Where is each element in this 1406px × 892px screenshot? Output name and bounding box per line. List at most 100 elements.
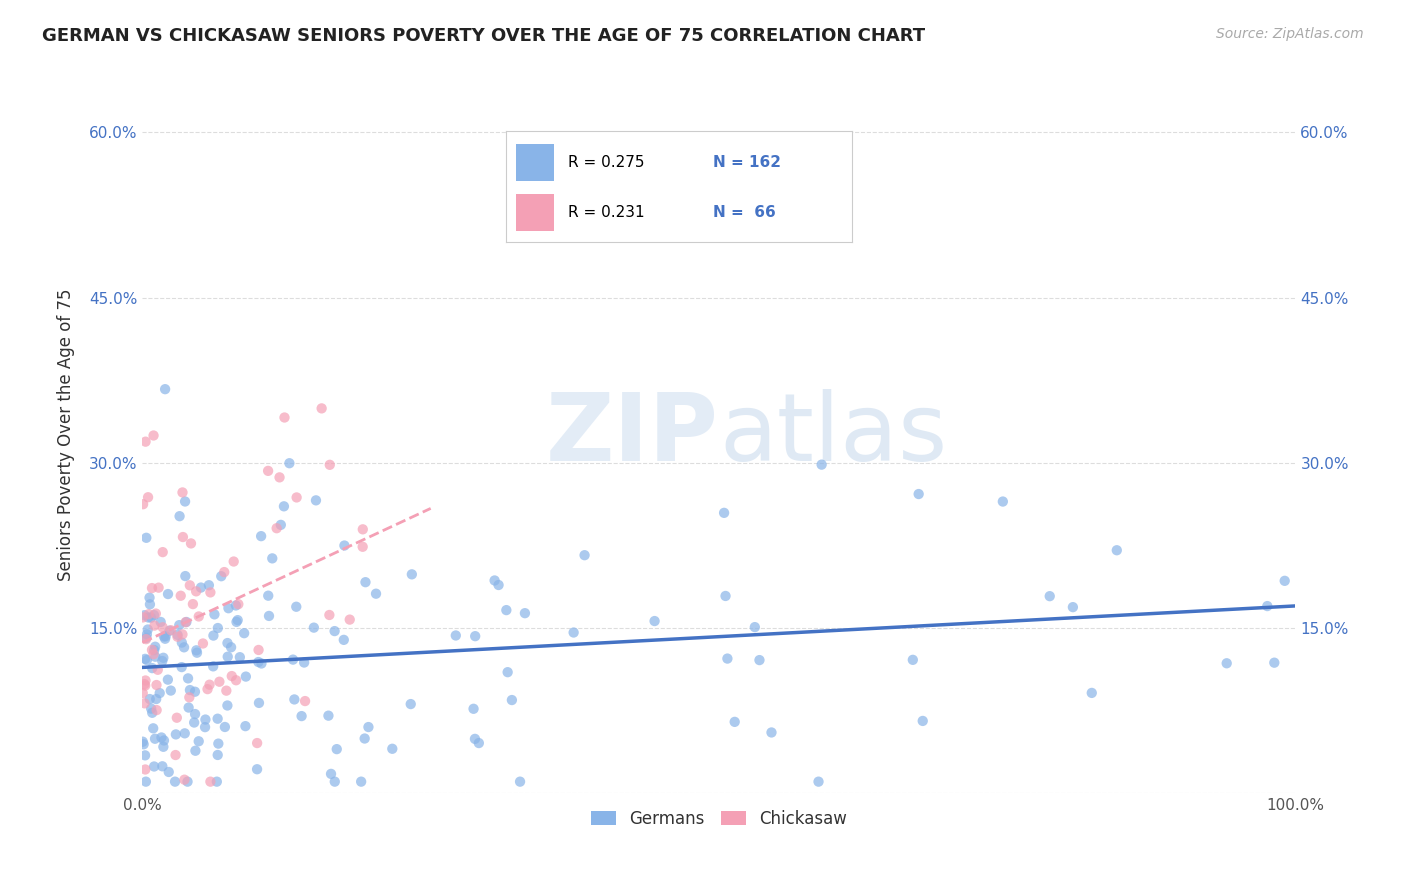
Point bbox=[807, 774, 830, 789]
Point bbox=[235, 670, 257, 684]
Point bbox=[207, 712, 229, 726]
Text: ZIP: ZIP bbox=[546, 389, 718, 481]
Point bbox=[1062, 600, 1084, 615]
Point bbox=[177, 672, 200, 686]
Point bbox=[135, 774, 157, 789]
Point bbox=[444, 628, 467, 642]
Point bbox=[143, 759, 166, 773]
Point bbox=[132, 686, 155, 700]
Point bbox=[495, 603, 517, 617]
Y-axis label: Seniors Poverty Over the Age of 75: Seniors Poverty Over the Age of 75 bbox=[58, 289, 75, 582]
Point bbox=[285, 599, 308, 614]
Point bbox=[294, 694, 316, 708]
Point bbox=[326, 742, 349, 756]
Point bbox=[180, 536, 202, 550]
Point bbox=[155, 629, 177, 643]
Point bbox=[135, 531, 157, 545]
Point bbox=[142, 428, 165, 442]
Point bbox=[202, 659, 225, 673]
Legend: Germans, Chickasaw: Germans, Chickasaw bbox=[583, 803, 853, 834]
Point bbox=[186, 643, 208, 657]
Point bbox=[132, 610, 155, 624]
Point bbox=[179, 683, 201, 698]
Point bbox=[145, 692, 167, 706]
Point bbox=[174, 569, 197, 583]
Point bbox=[257, 464, 280, 478]
Point bbox=[150, 759, 173, 773]
Point bbox=[235, 719, 257, 733]
Point bbox=[184, 744, 207, 758]
Point bbox=[291, 709, 314, 723]
Point bbox=[138, 610, 160, 624]
Point bbox=[136, 490, 159, 504]
Point bbox=[135, 653, 157, 667]
Point bbox=[233, 626, 256, 640]
Point bbox=[160, 624, 183, 638]
Point bbox=[464, 731, 486, 746]
Point bbox=[187, 734, 209, 748]
Point bbox=[333, 632, 356, 647]
Point bbox=[174, 615, 197, 630]
Point bbox=[716, 651, 738, 665]
Point bbox=[217, 698, 239, 713]
Point bbox=[262, 551, 284, 566]
Point bbox=[225, 599, 247, 613]
Point bbox=[200, 774, 222, 789]
Point bbox=[1039, 589, 1062, 603]
Point bbox=[179, 690, 201, 705]
Point bbox=[141, 706, 163, 720]
Point bbox=[225, 673, 247, 688]
Point bbox=[198, 578, 221, 592]
Point bbox=[187, 609, 209, 624]
Point bbox=[135, 434, 157, 449]
Point bbox=[172, 530, 194, 544]
Point bbox=[149, 615, 172, 629]
Point bbox=[810, 458, 832, 472]
Point bbox=[269, 470, 291, 484]
Point bbox=[273, 500, 295, 514]
Point bbox=[172, 627, 194, 641]
Point bbox=[145, 678, 167, 692]
Point bbox=[761, 725, 783, 739]
Point bbox=[305, 493, 328, 508]
Point bbox=[207, 737, 229, 751]
Point bbox=[562, 625, 585, 640]
Point bbox=[139, 610, 162, 624]
Point bbox=[247, 655, 270, 669]
Point bbox=[501, 693, 523, 707]
Point bbox=[744, 620, 766, 634]
Point bbox=[134, 652, 156, 666]
Point bbox=[141, 701, 163, 715]
Point bbox=[278, 456, 301, 470]
Point bbox=[184, 707, 207, 722]
Point bbox=[381, 741, 404, 756]
Point bbox=[173, 772, 195, 787]
Point bbox=[132, 737, 155, 751]
Point bbox=[225, 615, 247, 629]
Point bbox=[135, 627, 157, 641]
Point bbox=[202, 629, 225, 643]
Point bbox=[169, 509, 191, 524]
Point bbox=[352, 522, 374, 536]
Point bbox=[209, 569, 232, 583]
Point bbox=[1274, 574, 1296, 588]
Point bbox=[156, 673, 179, 687]
Point bbox=[228, 597, 250, 611]
Point bbox=[163, 774, 186, 789]
Point bbox=[488, 578, 510, 592]
Point bbox=[319, 458, 342, 472]
Point bbox=[150, 731, 173, 745]
Point bbox=[468, 736, 491, 750]
Point bbox=[134, 748, 156, 763]
Point bbox=[146, 663, 169, 677]
Point bbox=[283, 692, 305, 706]
Point bbox=[229, 650, 252, 665]
Point bbox=[138, 591, 160, 605]
Point bbox=[907, 487, 929, 501]
Point bbox=[132, 735, 155, 749]
Point bbox=[273, 410, 295, 425]
Point bbox=[152, 739, 174, 754]
Point bbox=[644, 614, 666, 628]
Point bbox=[134, 763, 156, 777]
Point bbox=[204, 607, 226, 622]
